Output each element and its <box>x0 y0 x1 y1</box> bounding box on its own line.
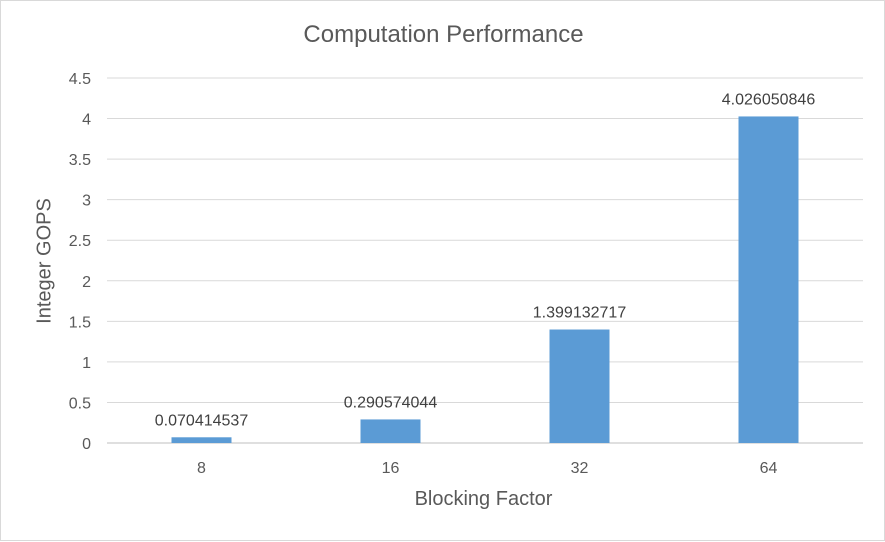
data-label: 0.290574044 <box>344 394 438 411</box>
bar <box>360 419 421 443</box>
bar <box>171 437 232 443</box>
x-tick-label: 16 <box>382 460 400 477</box>
bar <box>738 116 799 444</box>
y-tick-label: 3.5 <box>69 152 91 169</box>
y-tick-label: 2.5 <box>69 233 91 250</box>
x-tick-label: 32 <box>571 460 589 477</box>
data-label: 0.070414537 <box>155 412 249 429</box>
chart-title: Computation Performance <box>303 21 584 48</box>
bar <box>549 329 610 443</box>
y-tick-label: 4 <box>82 112 91 129</box>
x-tick-label: 64 <box>760 460 778 477</box>
y-tick-label: 3 <box>82 193 91 210</box>
y-tick-label: 0.5 <box>69 395 91 412</box>
y-tick-label: 2 <box>82 274 91 291</box>
y-tick-label: 0 <box>82 436 91 453</box>
y-tick-label: 1.5 <box>69 314 91 331</box>
x-tick-label: 8 <box>197 460 206 477</box>
data-label: 1.399132717 <box>533 305 627 322</box>
x-axis-label: Blocking Factor <box>414 488 553 510</box>
y-tick-label: 1 <box>82 355 91 372</box>
data-label: 4.026050846 <box>722 91 816 108</box>
y-tick-label: 4.5 <box>69 71 91 88</box>
